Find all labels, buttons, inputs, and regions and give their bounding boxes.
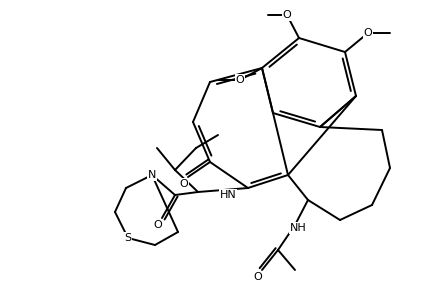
Text: O: O (364, 28, 372, 38)
Text: O: O (254, 272, 262, 282)
Text: N: N (148, 170, 156, 180)
Text: O: O (282, 10, 291, 20)
Text: HN: HN (220, 190, 236, 200)
Text: O: O (154, 220, 162, 230)
Text: O: O (180, 179, 188, 189)
Text: O: O (236, 75, 244, 85)
Text: NH: NH (290, 223, 306, 233)
Text: S: S (125, 233, 131, 243)
